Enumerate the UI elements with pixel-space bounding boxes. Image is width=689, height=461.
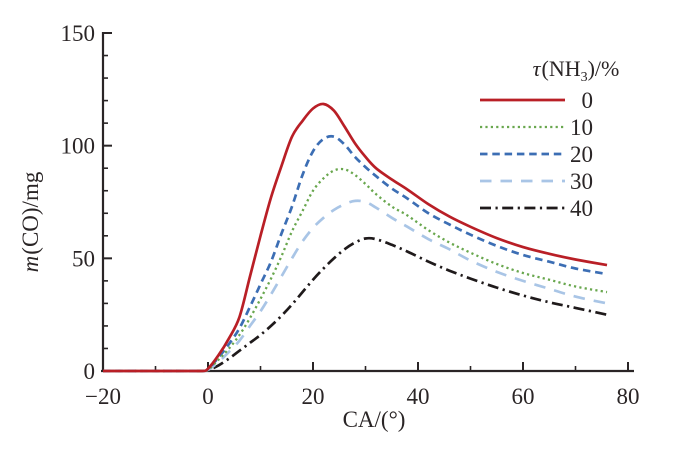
y-axis-title-italic: m [18,255,43,273]
legend-label-10: 10 [570,115,593,140]
x-tick-label-2: 20 [302,384,325,409]
y-tick-label-3: 150 [61,21,96,46]
y-axis-title: m(CO)/mg [18,172,44,273]
x-tick-label-5: 80 [617,384,640,409]
legend-title-pre: (NH [541,56,581,81]
series-line-0 [102,102,608,373]
legend-label-30: 30 [570,169,593,194]
x-tick-label-3: 40 [407,384,430,409]
series-line-30 [102,199,608,373]
x-tick-label-0: −20 [85,384,121,409]
legend-label-0: 0 [582,88,594,113]
legend-label-40: 40 [570,196,593,221]
legend-title-sub: 3 [580,70,588,85]
legend-title-tau: τ [532,56,541,81]
y-tick-label-1: 50 [72,246,95,271]
legend-title: τ(NH3)/% [533,56,620,86]
x-tick-label-4: 60 [512,384,535,409]
y-tick-label-0: 0 [84,359,96,384]
x-axis-title: CA/(°) [342,407,406,432]
legend-label-20: 20 [570,142,593,167]
x-tick-label-1: 0 [202,384,214,409]
series-line-10 [102,167,608,373]
legend-title-post: )/% [587,56,620,81]
y-axis-title-rest: (CO)/mg [18,171,43,255]
series-line-20 [102,134,608,373]
y-tick-label-2: 100 [61,134,96,159]
series-line-40 [102,236,608,373]
